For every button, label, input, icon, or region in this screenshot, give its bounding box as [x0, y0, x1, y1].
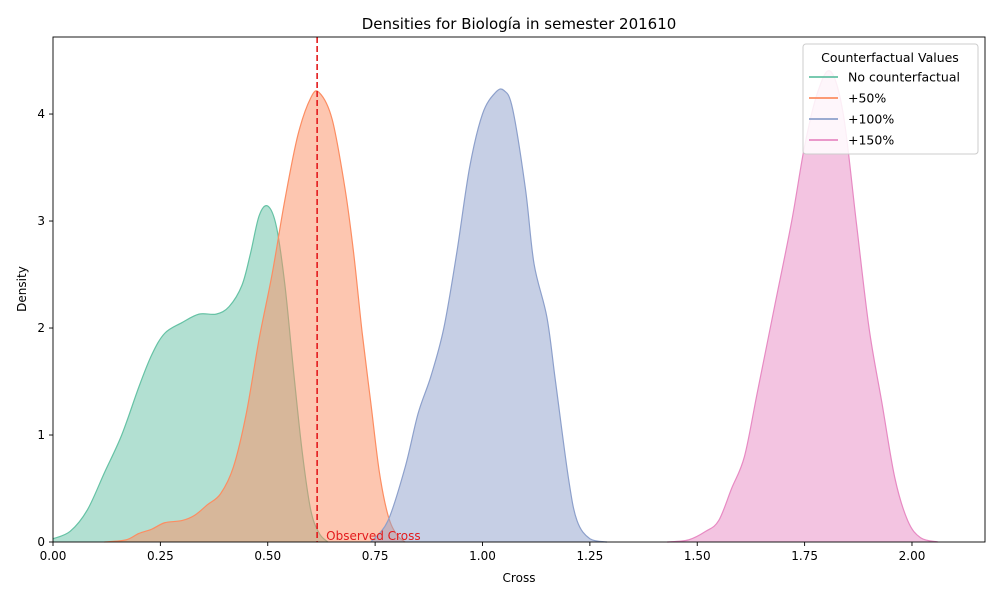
density-areas: [52, 70, 938, 543]
y-tick-label: 1: [37, 428, 45, 442]
legend-item: +50%: [809, 91, 886, 106]
y-tick-label: 4: [37, 107, 45, 121]
x-tick-label: 1.00: [469, 549, 496, 563]
x-axis-ticks: 0.00 0.25 0.50 0.75 1.00 1.25 1.50 1.75 2.00: [40, 542, 926, 563]
density-line-3: [370, 88, 608, 543]
y-axis-label: Density: [15, 266, 29, 312]
legend-title: Counterfactual Values: [821, 50, 959, 65]
x-tick-label: 1.75: [791, 549, 818, 563]
x-tick-label: 0.75: [362, 549, 389, 563]
density-series-3: [370, 88, 608, 543]
legend-label: +50%: [848, 91, 886, 106]
y-tick-label: 0: [37, 535, 45, 549]
y-tick-label: 2: [37, 321, 45, 335]
density-line-2: [104, 90, 406, 543]
legend-item: +150%: [809, 133, 894, 148]
observed-label: Observed Cross: [326, 529, 420, 543]
x-tick-label: 0.00: [40, 549, 67, 563]
axes: [52, 36, 986, 543]
density-area-3: [370, 88, 608, 542]
x-tick-label: 1.25: [577, 549, 604, 563]
density-area-2: [104, 90, 406, 542]
x-tick-label: 1.50: [684, 549, 711, 563]
density-area-4: [667, 70, 938, 542]
legend-label: +150%: [848, 133, 894, 148]
y-axis-ticks: 0 1 2 3 4: [37, 107, 53, 549]
legend-items: No counterfactual +50% +100% +150%: [809, 70, 960, 148]
chart-title: Densities for Biología in semester 20161…: [362, 15, 677, 33]
x-tick-label: 0.50: [254, 549, 281, 563]
legend-item: No counterfactual: [809, 70, 960, 85]
legend-item: +100%: [809, 112, 894, 127]
plot-frame: [52, 36, 986, 543]
y-tick-label: 3: [37, 214, 45, 228]
density-series-2: [104, 90, 406, 543]
legend-label: +100%: [848, 112, 894, 127]
legend-label: No counterfactual: [848, 70, 960, 85]
observed-marker: Observed Cross: [316, 37, 421, 543]
x-axis-label: Cross: [503, 571, 536, 585]
x-tick-label: 0.25: [147, 549, 174, 563]
x-tick-label: 2.00: [899, 549, 926, 563]
legend: Counterfactual Values No counterfactual +…: [802, 43, 979, 155]
legend-box: [802, 43, 979, 155]
